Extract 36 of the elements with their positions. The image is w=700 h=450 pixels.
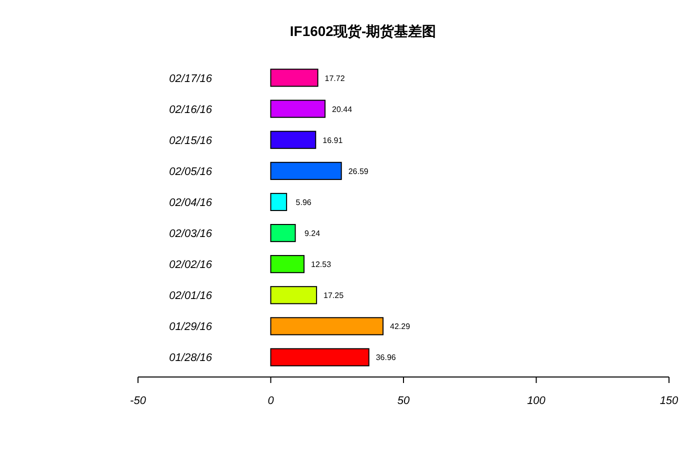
bar bbox=[270, 224, 296, 242]
y-tick-label: 01/29/16 bbox=[169, 321, 213, 334]
data-label: 36.96 bbox=[376, 353, 396, 362]
data-label: 42.29 bbox=[390, 322, 411, 332]
bar bbox=[270, 192, 288, 212]
x-tick-label: 0 bbox=[268, 395, 275, 407]
data-label: 16.91 bbox=[322, 136, 344, 145]
bar bbox=[270, 348, 370, 366]
x-tick-label: -50 bbox=[130, 395, 147, 407]
y-tick-label: 02/15/16 bbox=[169, 134, 213, 147]
bar bbox=[270, 317, 384, 336]
data-label: 5.96 bbox=[296, 198, 312, 207]
bar bbox=[270, 255, 305, 274]
y-tick-label: 02/04/16 bbox=[169, 196, 213, 209]
y-tick-label: 02/16/16 bbox=[169, 104, 213, 116]
data-label: 26.59 bbox=[348, 166, 369, 176]
y-tick-label: 02/01/16 bbox=[169, 290, 213, 302]
bar bbox=[270, 162, 342, 180]
data-label: 20.44 bbox=[332, 104, 353, 114]
y-tick-label: 01/28/16 bbox=[169, 352, 213, 364]
data-label: 17.25 bbox=[324, 291, 344, 300]
data-label: 12.53 bbox=[311, 260, 332, 270]
chart-title: IF1602现货-期货基差图 bbox=[290, 23, 436, 39]
data-label: 9.24 bbox=[304, 229, 321, 238]
bar bbox=[270, 130, 316, 149]
bar bbox=[270, 68, 318, 87]
x-tick-label: 100 bbox=[527, 395, 546, 407]
y-tick-label: 02/05/16 bbox=[169, 166, 213, 178]
x-tick-label: 150 bbox=[660, 395, 680, 407]
data-label: 17.72 bbox=[324, 74, 346, 83]
x-tick-label: 50 bbox=[397, 395, 410, 407]
y-tick-label: 02/17/16 bbox=[169, 72, 213, 85]
y-tick-label: 02/03/16 bbox=[169, 228, 213, 240]
bar bbox=[270, 100, 326, 118]
y-tick-label: 02/02/16 bbox=[169, 259, 213, 272]
bar bbox=[270, 286, 318, 304]
